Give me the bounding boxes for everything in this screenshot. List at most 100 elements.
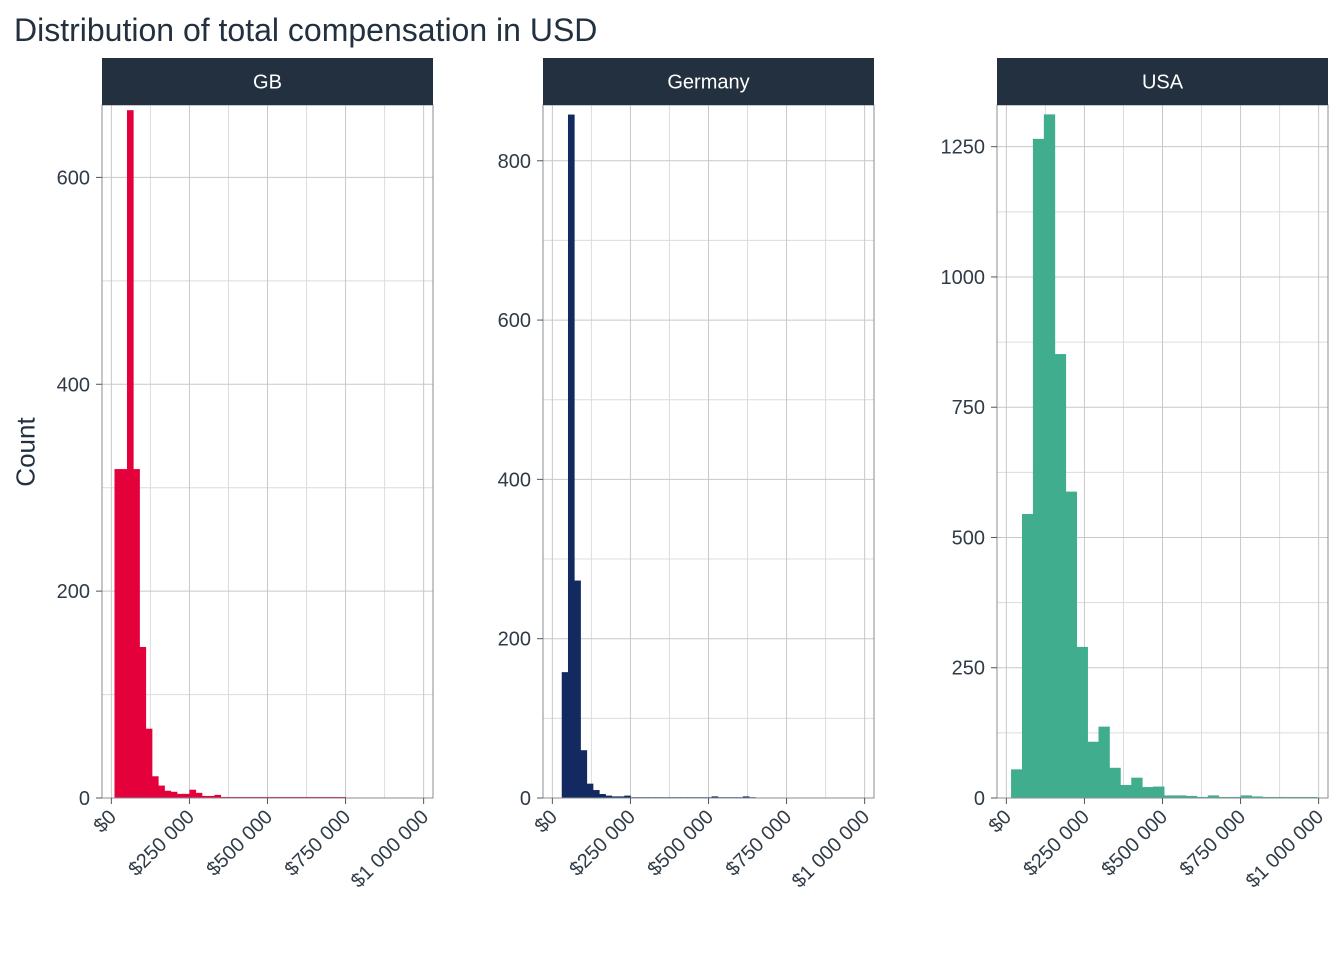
y-tick-label: 1250 bbox=[941, 137, 986, 159]
histogram-bar bbox=[264, 796, 272, 798]
y-tick-label: 600 bbox=[57, 167, 90, 189]
histogram-bar bbox=[139, 646, 147, 798]
histogram-bar bbox=[742, 796, 750, 798]
histogram-bar bbox=[239, 796, 247, 798]
histogram-bar bbox=[164, 790, 172, 798]
histogram-bar bbox=[1196, 796, 1209, 798]
histogram-bar bbox=[195, 792, 203, 798]
histogram-bar bbox=[1229, 796, 1241, 798]
histogram-bar bbox=[245, 796, 253, 798]
histogram-bar bbox=[561, 672, 569, 798]
histogram-bar bbox=[214, 794, 222, 798]
histogram-bar bbox=[1076, 646, 1088, 798]
histogram-bar bbox=[158, 785, 165, 798]
histogram-bar bbox=[1218, 796, 1231, 798]
y-tick-label: 600 bbox=[498, 310, 531, 332]
histogram-bar bbox=[226, 796, 234, 798]
y-tick-label: 400 bbox=[498, 469, 531, 491]
histogram-bar bbox=[1120, 784, 1132, 798]
histogram-bar bbox=[270, 796, 278, 798]
histogram-bar bbox=[295, 796, 303, 798]
histogram-bar bbox=[308, 796, 315, 798]
histogram-bar bbox=[276, 796, 284, 798]
histogram-bar bbox=[1240, 795, 1252, 798]
histogram-bar bbox=[574, 580, 581, 798]
histogram-bar bbox=[1207, 795, 1220, 798]
y-tick-label: 500 bbox=[952, 527, 985, 549]
histogram-bar bbox=[1295, 796, 1307, 798]
x-tick-label: $750 000 bbox=[281, 806, 356, 881]
histogram-bar bbox=[233, 796, 240, 798]
histogram-bar bbox=[220, 796, 228, 798]
histogram-bar bbox=[617, 796, 625, 798]
histogram-bar bbox=[1109, 767, 1121, 798]
x-tick-label: $1 000 000 bbox=[1242, 806, 1328, 892]
histogram-bar bbox=[1098, 726, 1110, 798]
y-tick-label: 200 bbox=[498, 629, 531, 651]
histogram-bar bbox=[151, 776, 159, 798]
x-tick-label: $500 000 bbox=[643, 806, 718, 881]
histogram-bar bbox=[176, 793, 184, 798]
panel-germany: Germany 0 200 400 600 800 $0 $250 000 $500 000 $7… bbox=[498, 58, 875, 892]
x-tick-label: $1 000 000 bbox=[788, 806, 874, 892]
panel-gb: GB 0 200 400 600 $0 $250 000 $500 000 $750 000$1… bbox=[57, 58, 434, 892]
x-tick-label: $1 000 000 bbox=[347, 806, 433, 892]
y-tick-label: 750 bbox=[952, 397, 985, 419]
panel-strip-label: GB bbox=[253, 72, 282, 94]
y-tick-label: 250 bbox=[952, 658, 985, 680]
histogram-bar bbox=[120, 469, 128, 798]
panel-strip-label: Germany bbox=[667, 72, 749, 94]
histogram-bar bbox=[301, 796, 309, 798]
histogram-bar bbox=[1131, 777, 1143, 798]
histogram-bar bbox=[624, 795, 631, 798]
histogram-bar bbox=[326, 796, 334, 798]
histogram-bar bbox=[1164, 795, 1176, 798]
histogram-bar bbox=[1054, 354, 1067, 798]
histogram-bar bbox=[1032, 138, 1045, 799]
histogram-bar bbox=[1065, 491, 1078, 798]
histogram-bar bbox=[1021, 514, 1034, 798]
chart-title: Distribution of total compensation in US… bbox=[14, 12, 598, 48]
histogram-bar bbox=[1174, 795, 1187, 798]
histogram-bar bbox=[586, 783, 594, 798]
histogram-bar bbox=[126, 110, 134, 799]
histogram-bar bbox=[1273, 796, 1285, 798]
histogram-bar bbox=[114, 469, 122, 798]
x-tick-label: $0 bbox=[90, 806, 121, 837]
histogram-bar bbox=[611, 796, 619, 798]
y-tick-label: 400 bbox=[57, 374, 90, 396]
histogram-bar bbox=[599, 794, 606, 798]
x-tick-label: $0 bbox=[531, 806, 562, 837]
histogram-bar bbox=[208, 795, 215, 798]
histogram-bar bbox=[1262, 796, 1274, 798]
y-tick-label: 0 bbox=[520, 788, 531, 810]
histogram-bar bbox=[567, 114, 575, 799]
y-tick-label: 800 bbox=[498, 151, 531, 173]
histogram-bar bbox=[1185, 795, 1198, 798]
x-tick-label: $250 000 bbox=[1019, 806, 1094, 881]
x-tick-label: $250 000 bbox=[565, 806, 640, 881]
histogram-bar bbox=[1251, 796, 1263, 798]
histogram-bar bbox=[189, 789, 197, 798]
histogram-bar bbox=[333, 796, 340, 798]
histogram-bar bbox=[133, 469, 140, 798]
x-tick-label: $750 000 bbox=[1176, 806, 1251, 881]
panel-strip-label: USA bbox=[1142, 72, 1184, 94]
x-tick-label: $500 000 bbox=[1097, 806, 1172, 881]
histogram-bar bbox=[145, 728, 153, 798]
histogram-bar bbox=[314, 796, 321, 798]
histogram-bar bbox=[320, 796, 328, 798]
histogram-bar bbox=[183, 793, 190, 798]
histogram-bar bbox=[1087, 741, 1099, 798]
histogram-bar bbox=[592, 790, 600, 798]
histogram-bar bbox=[1142, 787, 1154, 798]
histogram-bar bbox=[289, 796, 297, 798]
x-tick-label: $750 000 bbox=[722, 806, 797, 881]
histogram-bar bbox=[1284, 796, 1296, 798]
histogram-bar bbox=[1153, 786, 1165, 798]
x-tick-label: $250 000 bbox=[124, 806, 199, 881]
histogram-bar bbox=[283, 796, 290, 798]
histogram-bar bbox=[201, 795, 209, 798]
